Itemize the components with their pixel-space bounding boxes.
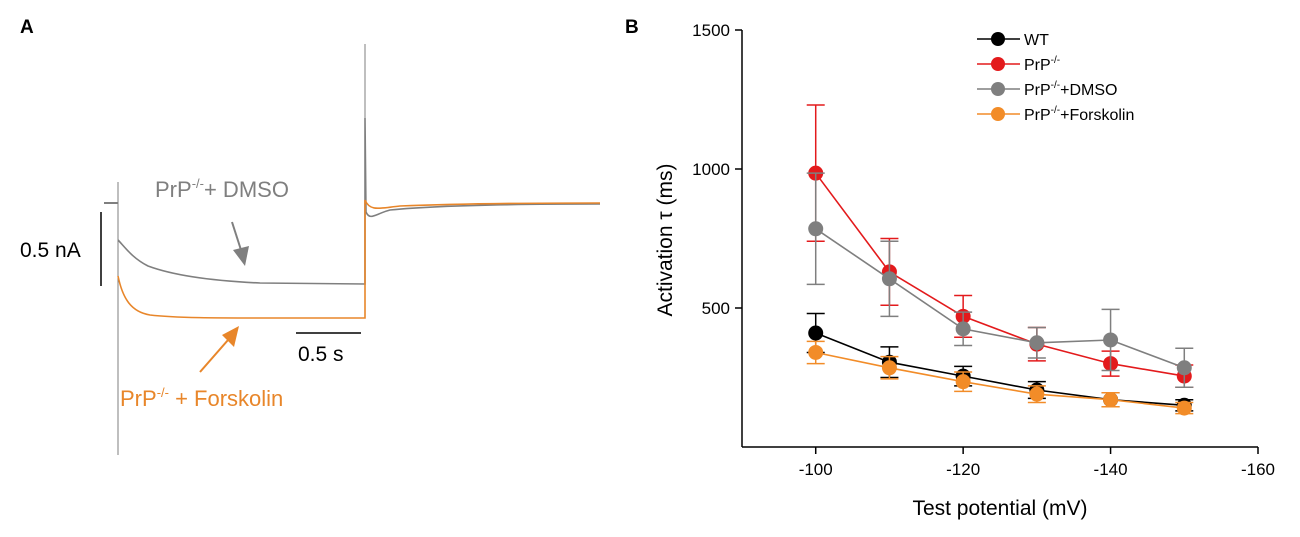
series-2-point: [1029, 335, 1045, 351]
x-tick-label: -120: [946, 460, 980, 479]
legend-label-wt: WT: [1024, 32, 1049, 49]
y-axis-title: Activation τ (ms): [654, 163, 677, 316]
series-2-line: [815, 228, 1185, 369]
series-2-point: [1103, 332, 1119, 348]
series-2-point: [808, 221, 824, 237]
series-2-group: [806, 172, 1194, 388]
dmso-current-trace: [117, 117, 601, 285]
legend-forskolin-rest: +Forskolin: [1060, 107, 1134, 124]
series-3-point: [955, 374, 971, 390]
y-axis-title-prefix: Activation: [654, 220, 677, 317]
series-2-point: [881, 271, 897, 287]
x-tick-label: -140: [1094, 460, 1128, 479]
legend-item-prp-forskolin: PrP-/-+Forskolin: [977, 105, 1134, 124]
series-3-point: [1029, 386, 1045, 402]
legend-swatch-marker-prp: [991, 57, 1005, 71]
dmso-trace-label: PrP-/-+ DMSO: [155, 176, 289, 202]
legend-swatch-marker-dmso: [991, 82, 1005, 96]
legend-forskolin-sup: -/-: [1051, 105, 1060, 116]
dmso-label-main: PrP: [155, 177, 192, 202]
legend-wt-main: WT: [1024, 32, 1049, 49]
dmso-label-rest: + DMSO: [204, 177, 289, 202]
x-tick-label: -100: [799, 460, 833, 479]
series-1-line: [815, 172, 1185, 377]
panel-b-label: B: [625, 17, 639, 38]
forskolin-arrow-shaft: [199, 339, 229, 373]
forskolin-trace-label: PrP-/- + Forskolin: [120, 385, 283, 411]
legend-forskolin-main: PrP: [1024, 107, 1051, 124]
y-axis-title-tau: τ: [654, 211, 677, 220]
y-tick-label: 1500: [692, 21, 730, 40]
series-3-point: [808, 344, 824, 360]
x-axis-title: Test potential (mV): [912, 497, 1087, 520]
series-2-point: [1176, 360, 1192, 376]
series-3-line: [815, 351, 1185, 409]
legend-swatch-marker-forskolin: [991, 107, 1005, 121]
x-tick-label: -160: [1241, 460, 1275, 479]
dmso-label-sup: -/-: [192, 176, 204, 191]
y-axis-title-suffix: (ms): [654, 163, 677, 211]
series-0-point: [808, 325, 824, 341]
series-3-point: [1103, 392, 1119, 408]
y-ticks: 500 1000 1500: [692, 21, 742, 318]
series-layer: [806, 104, 1194, 416]
panel-a-label: A: [20, 17, 34, 38]
legend-dmso-rest: +DMSO: [1060, 82, 1117, 99]
legend-label-dmso: PrP-/-+DMSO: [1024, 80, 1117, 99]
forskolin-label-main: PrP: [120, 386, 157, 411]
current-scale-label: 0.5 nA: [20, 239, 81, 262]
series-3-group: [806, 340, 1194, 416]
legend-prp-main: PrP: [1024, 57, 1051, 74]
x-ticks: -100 -120 -140 -160: [799, 447, 1275, 479]
y-tick-label: 1000: [692, 160, 730, 179]
legend-item-prp: PrP-/-: [977, 55, 1060, 74]
series-2-point: [955, 321, 971, 337]
legend-item-wt: WT: [977, 32, 1049, 49]
panel-a: A PrP-/-+ DMSO PrP-/- + Forskolin 0.5 nA…: [20, 17, 601, 455]
legend-label-forskolin: PrP-/-+Forskolin: [1024, 105, 1134, 124]
series-3-point: [1176, 400, 1192, 416]
dmso-arrow-shaft: [231, 221, 242, 251]
series-3-point: [881, 360, 897, 376]
forskolin-arrow-head: [222, 326, 239, 347]
legend-dmso-sup: -/-: [1051, 80, 1060, 91]
forskolin-label-rest: + Forskolin: [169, 386, 283, 411]
legend-label-prp: PrP-/-: [1024, 55, 1060, 74]
forskolin-label-sup: -/-: [157, 385, 169, 400]
legend: WT PrP-/- PrP-/-+DMSO: [977, 32, 1134, 124]
legend-item-prp-dmso: PrP-/-+DMSO: [977, 80, 1117, 99]
y-tick-label: 500: [702, 299, 730, 318]
series-0-line: [815, 332, 1185, 407]
legend-prp-sup: -/-: [1051, 55, 1060, 66]
series-1-group: [806, 104, 1194, 388]
time-scale-label: 0.5 s: [298, 343, 344, 366]
legend-swatch-marker-wt: [991, 32, 1005, 46]
forskolin-current-trace: [117, 199, 601, 319]
dmso-arrow-head: [233, 246, 249, 266]
panel-b: B 500 1000 1500 -100 -120 -140 -160 Activatio…: [625, 17, 1275, 520]
legend-dmso-main: PrP: [1024, 82, 1051, 99]
